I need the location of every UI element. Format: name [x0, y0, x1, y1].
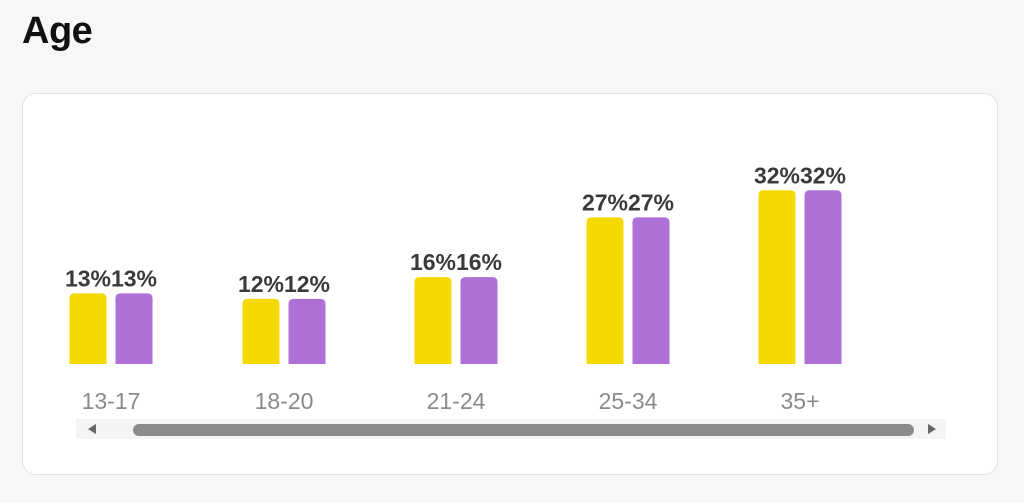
age-chart: 13% 13% 13-17 12% 12% 18-20 16% 16% 21-24 27% 27% 2… [23, 94, 997, 424]
chevron-left-icon[interactable] [88, 424, 96, 434]
bar-21-24-series-1[interactable] [414, 277, 452, 364]
data-label: 13% [111, 265, 157, 291]
x-tick-label: 21-24 [427, 388, 486, 414]
data-label: 12% [238, 271, 284, 297]
chevron-right-icon[interactable] [928, 424, 936, 434]
x-tick-label: 25-34 [599, 388, 658, 414]
data-label: 27% [582, 189, 628, 215]
data-label: 32% [754, 162, 800, 188]
data-label: 27% [628, 189, 674, 215]
data-label: 16% [456, 249, 502, 275]
age-chart-card: 13% 13% 13-17 12% 12% 18-20 16% 16% 21-24 27% 27% 2… [22, 93, 998, 475]
bar-13-17-series-1[interactable] [69, 293, 107, 364]
chart-scrollbar[interactable] [76, 419, 946, 439]
x-tick-label: 18-20 [255, 388, 314, 414]
data-label: 13% [65, 265, 111, 291]
bar-25-34-series-2[interactable] [632, 217, 670, 364]
bar-35+-series-1[interactable] [758, 190, 796, 364]
bar-13-17-series-2[interactable] [115, 293, 153, 364]
x-tick-label: 13-17 [82, 388, 141, 414]
bar-21-24-series-2[interactable] [460, 277, 498, 364]
bar-25-34-series-1[interactable] [586, 217, 624, 364]
scrollbar-thumb[interactable] [133, 424, 914, 436]
bar-18-20-series-2[interactable] [288, 298, 326, 364]
data-label: 16% [410, 249, 456, 275]
page-title: Age [22, 10, 93, 52]
bar-35+-series-2[interactable] [804, 190, 842, 364]
x-tick-label: 35+ [780, 388, 819, 414]
age-chart-svg: 13% 13% 13-17 12% 12% 18-20 16% 16% 21-24 27% 27% 2… [65, 162, 846, 414]
data-label: 12% [284, 271, 330, 297]
bar-18-20-series-1[interactable] [242, 298, 280, 364]
data-label: 32% [800, 162, 846, 188]
